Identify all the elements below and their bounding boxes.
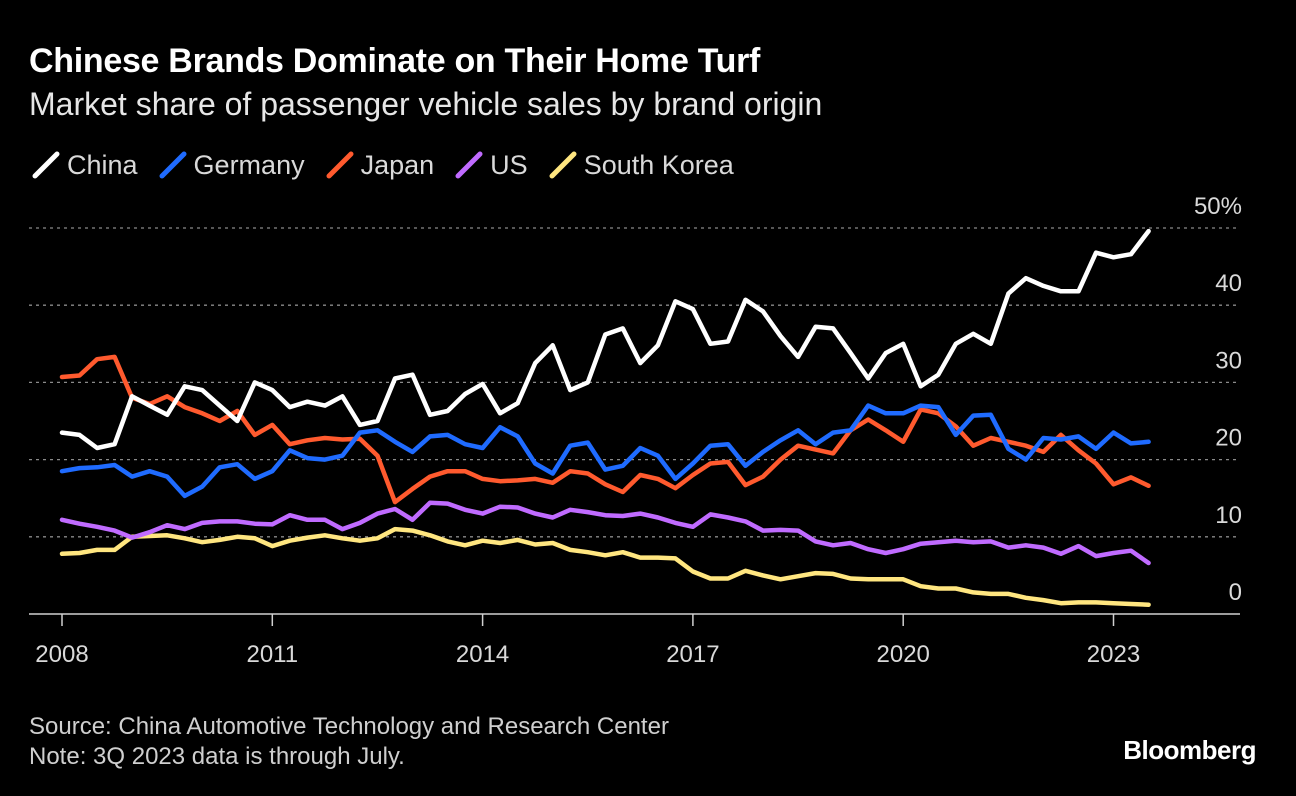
legend-item-germany: Germany — [156, 148, 305, 182]
legend-swatch — [159, 151, 187, 179]
series-line-china — [59, 228, 1151, 451]
y-tick-label: 0 — [1229, 579, 1242, 606]
data-note: Note: 3Q 2023 data is through July. — [29, 743, 405, 770]
y-tick-label: 30 — [1215, 347, 1242, 374]
legend-label: China — [67, 149, 138, 180]
legend-label: Japan — [360, 149, 435, 180]
legend-label: South Korea — [583, 149, 734, 180]
source-note: Source: China Automotive Technology and … — [29, 713, 669, 740]
footer: Source: China Automotive Technology and … — [29, 712, 669, 772]
y-tick-label: 10 — [1215, 502, 1242, 529]
x-tick-label: 2008 — [35, 641, 88, 668]
x-tick-label: 2023 — [1087, 641, 1140, 668]
legend-item-japan: Japan — [323, 148, 435, 182]
y-tick-label: 40 — [1215, 270, 1242, 297]
series-line-us — [59, 500, 1151, 566]
legend-item-china: China — [29, 148, 138, 182]
y-tick-label: 20 — [1215, 425, 1242, 452]
x-tick-label: 2014 — [456, 641, 509, 668]
legend-label: Germany — [193, 149, 305, 180]
legend-label: US — [490, 149, 528, 180]
chart-title: Chinese Brands Dominate on Their Home Tu… — [29, 42, 761, 80]
y-tick-label: 50% — [1194, 193, 1242, 220]
legend: China Germany Japan US South Korea — [29, 148, 752, 182]
legend-swatch — [549, 151, 577, 179]
legend-swatch — [455, 151, 483, 179]
chart-subtitle: Market share of passenger vehicle sales … — [29, 86, 823, 122]
legend-swatch — [32, 151, 60, 179]
bloomberg-logo: Bloomberg — [1123, 735, 1256, 765]
x-tick-label: 2020 — [877, 641, 930, 668]
legend-item-us: US — [452, 148, 528, 182]
series-line-south-korea — [59, 526, 1151, 607]
legend-swatch — [326, 151, 354, 179]
x-tick-label: 2011 — [246, 641, 298, 668]
x-tick-label: 2017 — [666, 641, 719, 668]
series-line-germany — [59, 403, 1151, 499]
legend-item-south-korea: South Korea — [546, 148, 734, 182]
series-line-japan — [59, 354, 1151, 505]
